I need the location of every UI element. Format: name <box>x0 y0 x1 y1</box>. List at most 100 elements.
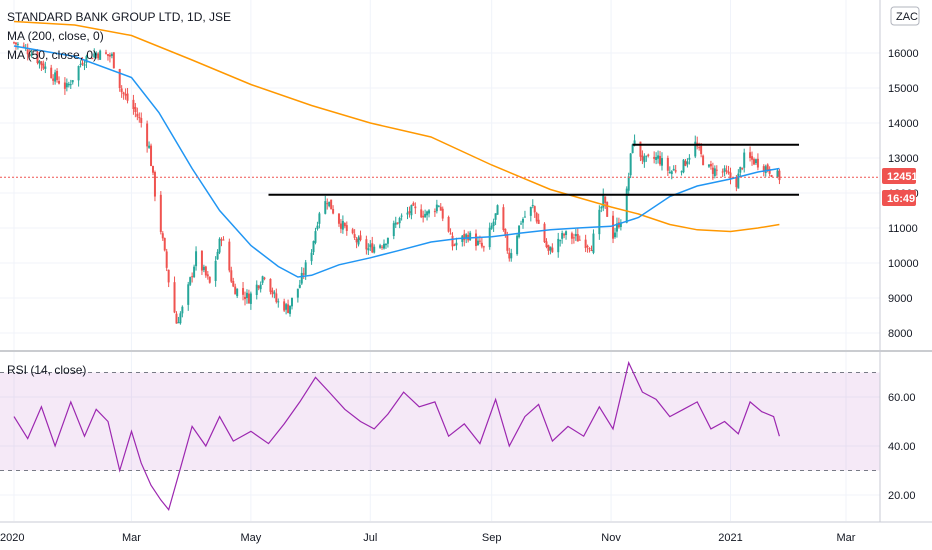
candle <box>754 158 757 165</box>
candle <box>643 153 646 168</box>
candle-body <box>770 175 773 177</box>
candle-body <box>359 235 362 241</box>
candle <box>523 210 526 218</box>
candle <box>28 48 31 58</box>
candle-body <box>392 223 395 237</box>
candle <box>612 210 615 244</box>
candle-body <box>439 206 442 211</box>
ma200-legend[interactable]: MA (200, close, 0) <box>7 29 104 43</box>
candle <box>105 49 108 55</box>
candle <box>206 271 209 280</box>
candle <box>510 248 513 262</box>
candle-body <box>232 280 235 287</box>
candle <box>739 166 742 177</box>
candle-body <box>559 240 562 242</box>
candle-body <box>289 305 292 314</box>
chart-title[interactable]: STANDARD BANK GROUP LTD, 1D, JSE <box>7 10 231 24</box>
candle-body <box>234 286 237 295</box>
candle-body <box>578 239 581 241</box>
candle-body <box>314 231 317 243</box>
candle-body <box>67 83 70 86</box>
candle <box>151 165 154 176</box>
candle-body <box>451 235 454 247</box>
candle <box>588 247 591 253</box>
candle <box>435 199 438 214</box>
candle <box>713 165 716 179</box>
candle-body <box>590 249 593 251</box>
candle-body <box>700 146 703 155</box>
candle-body <box>398 217 401 224</box>
currency-badge[interactable]: ZAC <box>890 6 920 26</box>
candle-body <box>426 211 429 216</box>
candle-body <box>449 233 452 235</box>
candle <box>707 163 710 168</box>
candle-body <box>245 292 248 299</box>
candle <box>629 153 632 179</box>
candle-body <box>768 168 771 174</box>
candle-body <box>465 234 468 239</box>
candle-body <box>680 171 683 173</box>
candle-body <box>641 155 644 161</box>
candle <box>408 206 411 218</box>
candle <box>40 61 43 71</box>
candle-body <box>159 194 162 232</box>
candle <box>762 164 765 177</box>
candle <box>613 227 616 239</box>
candle <box>563 232 566 239</box>
candle <box>615 217 618 238</box>
candle-body <box>492 221 495 227</box>
candles <box>13 41 781 325</box>
candle-body <box>504 228 507 236</box>
candle <box>625 186 628 224</box>
price-tick-label: 15000 <box>888 83 919 95</box>
ma50-legend[interactable]: MA (50, close, 0) <box>7 48 97 62</box>
candle <box>367 243 370 256</box>
candle-body <box>547 245 550 251</box>
rsi-legend[interactable]: RSI (14, close) <box>7 363 86 377</box>
candle-body <box>118 69 121 89</box>
candle <box>106 54 109 61</box>
time-axis-ticks: 2020 Mar May Jul Sep Nov 2021 Mar <box>0 532 856 544</box>
candle-body <box>124 94 127 96</box>
candle <box>357 235 360 247</box>
time-tick-label: Mar <box>122 532 141 544</box>
candle <box>398 216 401 229</box>
candle-body <box>328 201 331 207</box>
candle <box>518 225 521 239</box>
candle-body <box>476 240 479 246</box>
candle <box>482 245 485 252</box>
candle-body <box>778 170 781 181</box>
candle-body <box>592 233 595 253</box>
candle <box>234 283 237 295</box>
candle <box>521 217 524 229</box>
candle-body <box>50 67 53 79</box>
rsi-tick-label: 40.00 <box>888 441 916 453</box>
candle-body <box>756 158 759 168</box>
candle <box>379 243 382 249</box>
candle-body <box>355 238 358 243</box>
candle-body <box>752 159 755 165</box>
candle-body <box>95 53 98 56</box>
trendlines[interactable] <box>268 143 800 196</box>
candle-body <box>384 243 387 246</box>
rsi-tick-label: 20.00 <box>888 490 916 502</box>
candle <box>79 60 82 68</box>
candle-body <box>206 274 209 277</box>
candle <box>437 205 440 208</box>
candle-body <box>480 242 483 247</box>
candle-body <box>565 231 568 236</box>
candle <box>13 41 15 45</box>
candle-body <box>410 205 413 216</box>
candle <box>455 237 458 251</box>
candle-body <box>163 238 166 251</box>
candle-body <box>739 166 742 173</box>
candle <box>44 61 47 74</box>
candle-body <box>134 106 137 112</box>
candle-body <box>660 158 663 166</box>
candle <box>531 199 534 209</box>
candle <box>420 204 423 219</box>
candle-body <box>570 233 573 239</box>
candle <box>373 244 376 254</box>
candle <box>230 266 233 283</box>
